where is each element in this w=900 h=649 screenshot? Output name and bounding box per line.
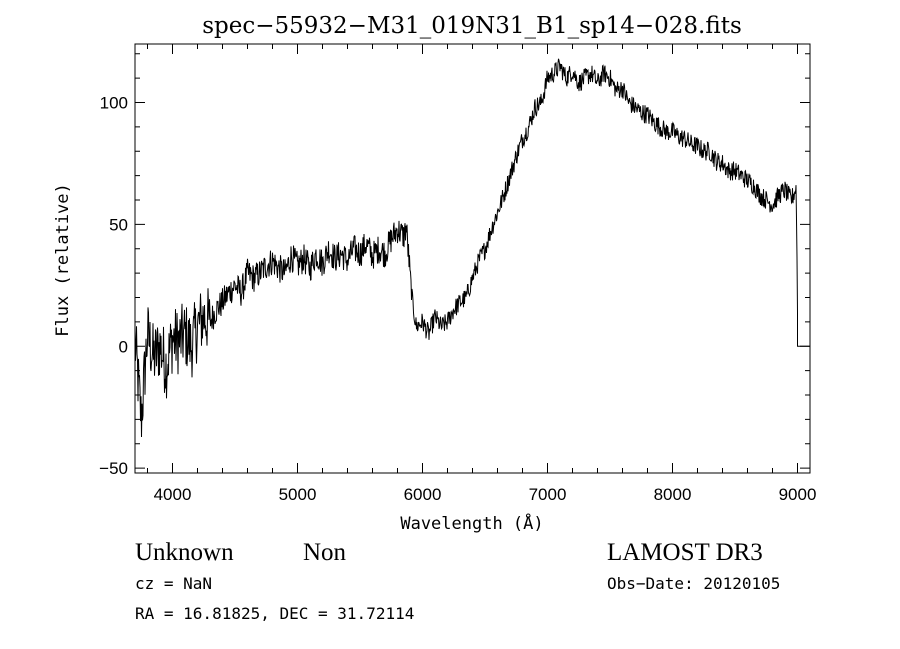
x-axis-label: Wavelength (Å)	[400, 512, 543, 534]
y-tick-label: 100	[100, 94, 128, 113]
chart-title: spec−55932−M31_019N31_B1_sp14−028.fits	[202, 13, 742, 39]
obs-date-label: Obs−Date: 20120105	[607, 574, 780, 593]
x-tick-label: 9000	[779, 485, 817, 504]
subclass-label: Non	[303, 539, 347, 566]
x-axis-ticks: 4000 5000 6000 7000 8000 9000	[147, 44, 817, 504]
survey-label: LAMOST DR3	[607, 539, 763, 566]
coords-label: RA = 16.81825, DEC = 31.72114	[135, 604, 414, 623]
x-tick-label: 5000	[279, 485, 317, 504]
y-tick-label: 0	[119, 337, 128, 356]
x-tick-label: 4000	[154, 485, 192, 504]
series-line	[134, 58, 810, 438]
y-axis-label: Flux (relative)	[53, 183, 73, 337]
class-label: Unknown	[135, 539, 234, 566]
x-tick-label: 8000	[654, 485, 692, 504]
y-axis-ticks: −50 0 50 100	[99, 53, 810, 478]
y-tick-label: −50	[99, 459, 128, 478]
y-tick-label: 50	[109, 215, 128, 234]
plot-frame	[134, 43, 811, 474]
x-tick-label: 7000	[529, 485, 567, 504]
x-tick-label: 6000	[404, 485, 442, 504]
redshift-label: cz = NaN	[135, 574, 212, 593]
